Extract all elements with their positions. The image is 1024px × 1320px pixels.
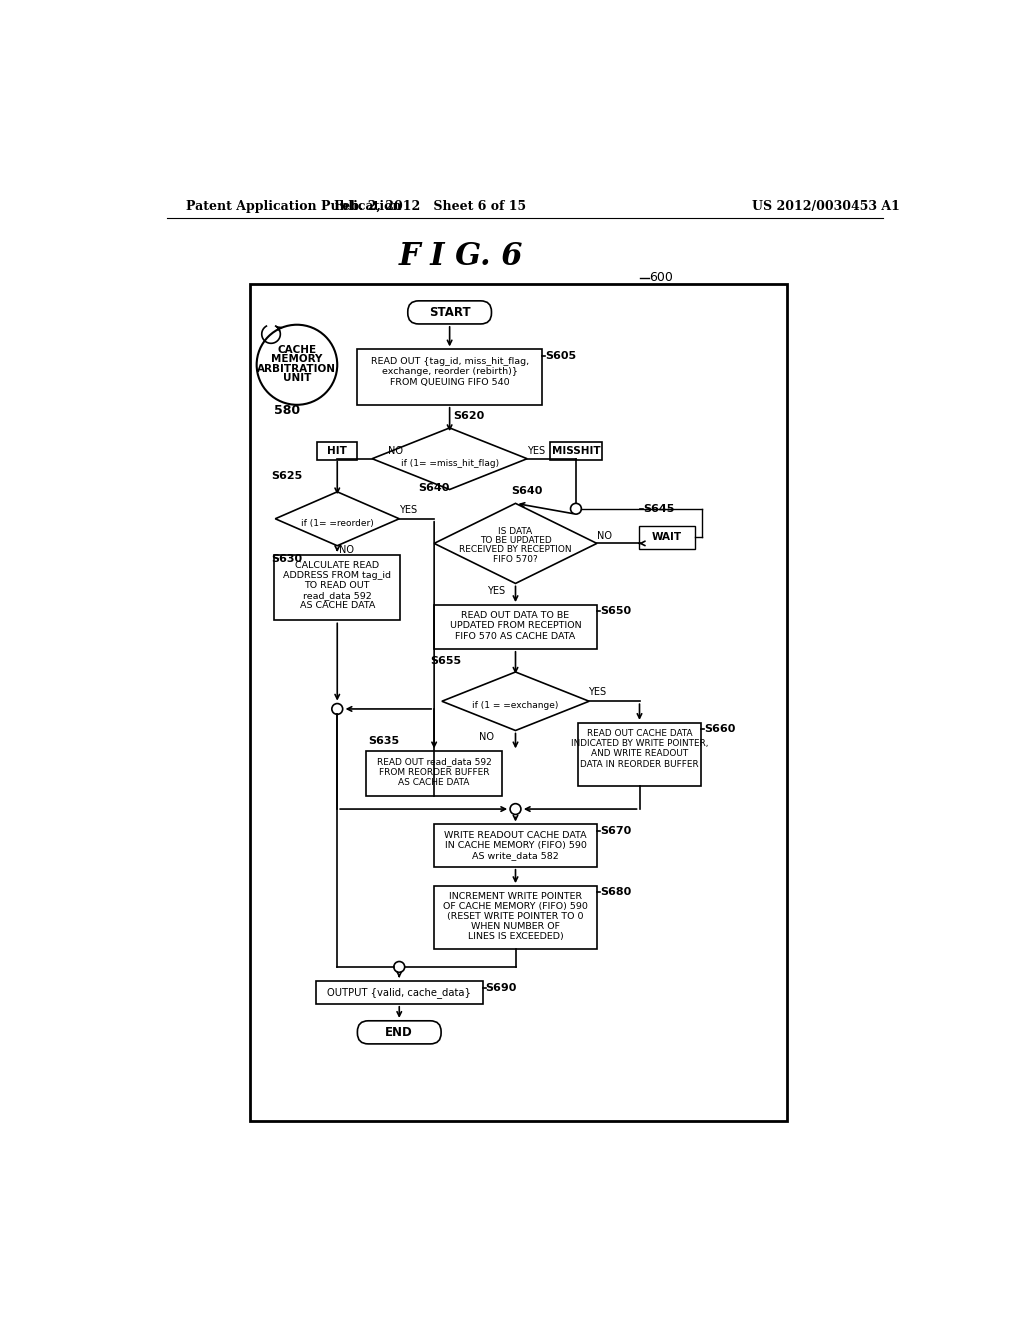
Text: FROM QUEUING FIFO 540: FROM QUEUING FIFO 540	[390, 378, 509, 387]
FancyBboxPatch shape	[550, 442, 602, 461]
Text: YES: YES	[588, 686, 606, 697]
Polygon shape	[434, 503, 597, 583]
FancyBboxPatch shape	[317, 442, 357, 461]
Text: ADDRESS FROM tag_id: ADDRESS FROM tag_id	[284, 572, 391, 581]
Text: READ OUT {tag_id, miss_hit_flag,: READ OUT {tag_id, miss_hit_flag,	[371, 358, 528, 366]
Text: NO: NO	[597, 531, 612, 541]
Text: if (1= =miss_hit_flag): if (1= =miss_hit_flag)	[400, 459, 499, 467]
Text: S645: S645	[643, 504, 675, 513]
Text: IS DATA: IS DATA	[499, 527, 532, 536]
FancyBboxPatch shape	[367, 751, 502, 796]
FancyBboxPatch shape	[434, 605, 597, 649]
FancyBboxPatch shape	[357, 350, 542, 405]
Text: RECEIVED BY RECEPTION: RECEIVED BY RECEPTION	[459, 545, 571, 554]
Text: S635: S635	[369, 735, 399, 746]
Text: S630: S630	[271, 554, 302, 564]
Text: LINES IS EXCEEDED): LINES IS EXCEEDED)	[468, 932, 563, 941]
Text: AND WRITE READOUT: AND WRITE READOUT	[591, 750, 688, 758]
Text: FROM REORDER BUFFER: FROM REORDER BUFFER	[379, 768, 489, 776]
Circle shape	[332, 704, 343, 714]
Circle shape	[510, 804, 521, 814]
Text: FIFO 570 AS CACHE DATA: FIFO 570 AS CACHE DATA	[456, 632, 575, 642]
Text: WAIT: WAIT	[651, 532, 682, 543]
Text: NO: NO	[388, 446, 402, 455]
FancyBboxPatch shape	[316, 981, 482, 1003]
Text: MISSHIT: MISSHIT	[552, 446, 600, 455]
Text: OF CACHE MEMORY (FIFO) 590: OF CACHE MEMORY (FIFO) 590	[443, 903, 588, 911]
Text: S640: S640	[512, 486, 543, 496]
Text: 600: 600	[649, 271, 673, 284]
Text: HIT: HIT	[328, 446, 347, 455]
Text: US 2012/0030453 A1: US 2012/0030453 A1	[752, 199, 899, 213]
FancyBboxPatch shape	[250, 284, 786, 1121]
Text: WRITE READOUT CACHE DATA: WRITE READOUT CACHE DATA	[444, 830, 587, 840]
Text: Feb. 2, 2012   Sheet 6 of 15: Feb. 2, 2012 Sheet 6 of 15	[334, 199, 526, 213]
FancyBboxPatch shape	[274, 554, 400, 620]
Text: INCREMENT WRITE POINTER: INCREMENT WRITE POINTER	[449, 892, 582, 902]
Polygon shape	[442, 672, 589, 730]
Text: READ OUT read_data 592: READ OUT read_data 592	[377, 758, 492, 767]
Text: S605: S605	[545, 351, 577, 360]
Text: S680: S680	[600, 887, 631, 898]
Text: START: START	[429, 306, 470, 319]
FancyBboxPatch shape	[434, 825, 597, 867]
Text: READ OUT DATA TO BE: READ OUT DATA TO BE	[462, 611, 569, 620]
Text: UNIT: UNIT	[283, 372, 311, 383]
Text: 580: 580	[273, 404, 300, 417]
Text: WHEN NUMBER OF: WHEN NUMBER OF	[471, 923, 560, 932]
FancyBboxPatch shape	[434, 886, 597, 949]
Text: READ OUT CACHE DATA: READ OUT CACHE DATA	[587, 729, 692, 738]
Text: ARBITRATION: ARBITRATION	[257, 363, 337, 374]
Text: S625: S625	[271, 471, 303, 482]
FancyBboxPatch shape	[357, 1020, 441, 1044]
Text: IN CACHE MEMORY (FIFO) 590: IN CACHE MEMORY (FIFO) 590	[444, 841, 587, 850]
Text: CALCULATE READ: CALCULATE READ	[295, 561, 379, 570]
Text: NO: NO	[478, 731, 494, 742]
Text: (RESET WRITE POINTER TO 0: (RESET WRITE POINTER TO 0	[447, 912, 584, 921]
Text: MEMORY: MEMORY	[271, 354, 323, 364]
Text: if (1= =reorder): if (1= =reorder)	[301, 519, 374, 528]
Text: S620: S620	[454, 412, 484, 421]
Text: exchange, reorder (rebirth)}: exchange, reorder (rebirth)}	[382, 367, 517, 376]
Text: INDICATED BY WRITE POINTER,: INDICATED BY WRITE POINTER,	[570, 739, 709, 748]
Text: read_data 592: read_data 592	[303, 591, 372, 601]
Text: FIFO 570?: FIFO 570?	[494, 556, 538, 564]
Circle shape	[570, 503, 582, 513]
Text: Patent Application Publication: Patent Application Publication	[186, 199, 401, 213]
Text: S655: S655	[430, 656, 462, 667]
Text: END: END	[385, 1026, 413, 1039]
Text: if (1 = =exchange): if (1 = =exchange)	[472, 701, 559, 710]
FancyBboxPatch shape	[408, 301, 492, 323]
Text: NO: NO	[339, 545, 354, 556]
Text: AS write_data 582: AS write_data 582	[472, 851, 559, 861]
Text: F I G. 6: F I G. 6	[399, 242, 523, 272]
Text: S640: S640	[419, 483, 450, 492]
Text: YES: YES	[399, 504, 418, 515]
FancyBboxPatch shape	[579, 723, 700, 785]
Text: S670: S670	[600, 825, 631, 836]
Text: UPDATED FROM RECEPTION: UPDATED FROM RECEPTION	[450, 622, 582, 630]
Text: AS CACHE DATA: AS CACHE DATA	[300, 602, 375, 610]
Polygon shape	[275, 492, 399, 545]
Text: TO BE UPDATED: TO BE UPDATED	[479, 536, 551, 545]
Polygon shape	[372, 428, 527, 490]
Text: S650: S650	[600, 606, 631, 616]
Text: YES: YES	[527, 446, 546, 455]
Text: TO READ OUT: TO READ OUT	[304, 581, 370, 590]
Text: DATA IN REORDER BUFFER: DATA IN REORDER BUFFER	[581, 760, 698, 768]
Text: OUTPUT {valid, cache_data}: OUTPUT {valid, cache_data}	[328, 987, 471, 998]
Circle shape	[394, 961, 404, 973]
Text: YES: YES	[487, 586, 505, 597]
Text: S690: S690	[485, 983, 517, 994]
Text: S660: S660	[703, 723, 735, 734]
Text: AS CACHE DATA: AS CACHE DATA	[398, 777, 470, 787]
FancyBboxPatch shape	[639, 525, 694, 549]
Circle shape	[257, 325, 337, 405]
Text: CACHE: CACHE	[278, 345, 316, 355]
